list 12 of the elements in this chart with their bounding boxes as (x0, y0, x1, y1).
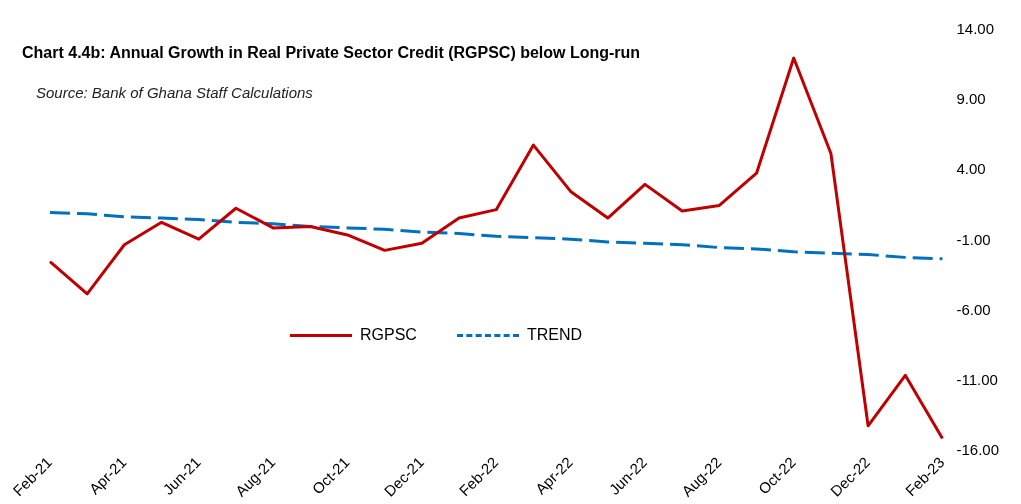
text: Chart 4.4b: Annual Growth in Real Private Sector Credit (RGPSC) below Long-run (22, 44, 641, 62)
y-tick-label: -6.00 (956, 300, 991, 318)
y-tick-label: -11.00 (956, 371, 998, 389)
y-tick-label: 4.00 (956, 160, 986, 178)
y-tick-label: -1.00 (956, 230, 991, 248)
annotation: Source: Bank of Ghana Staff Calculations (36, 84, 313, 101)
y-tick-label: -16.00 (956, 441, 1000, 459)
legend-label: TREND (526, 326, 583, 343)
legend-label: RGPSC (360, 326, 417, 343)
y-tick-label: 14.00 (956, 20, 995, 38)
line-series (48, 210, 944, 261)
y-tick-label: 9.00 (956, 90, 986, 108)
